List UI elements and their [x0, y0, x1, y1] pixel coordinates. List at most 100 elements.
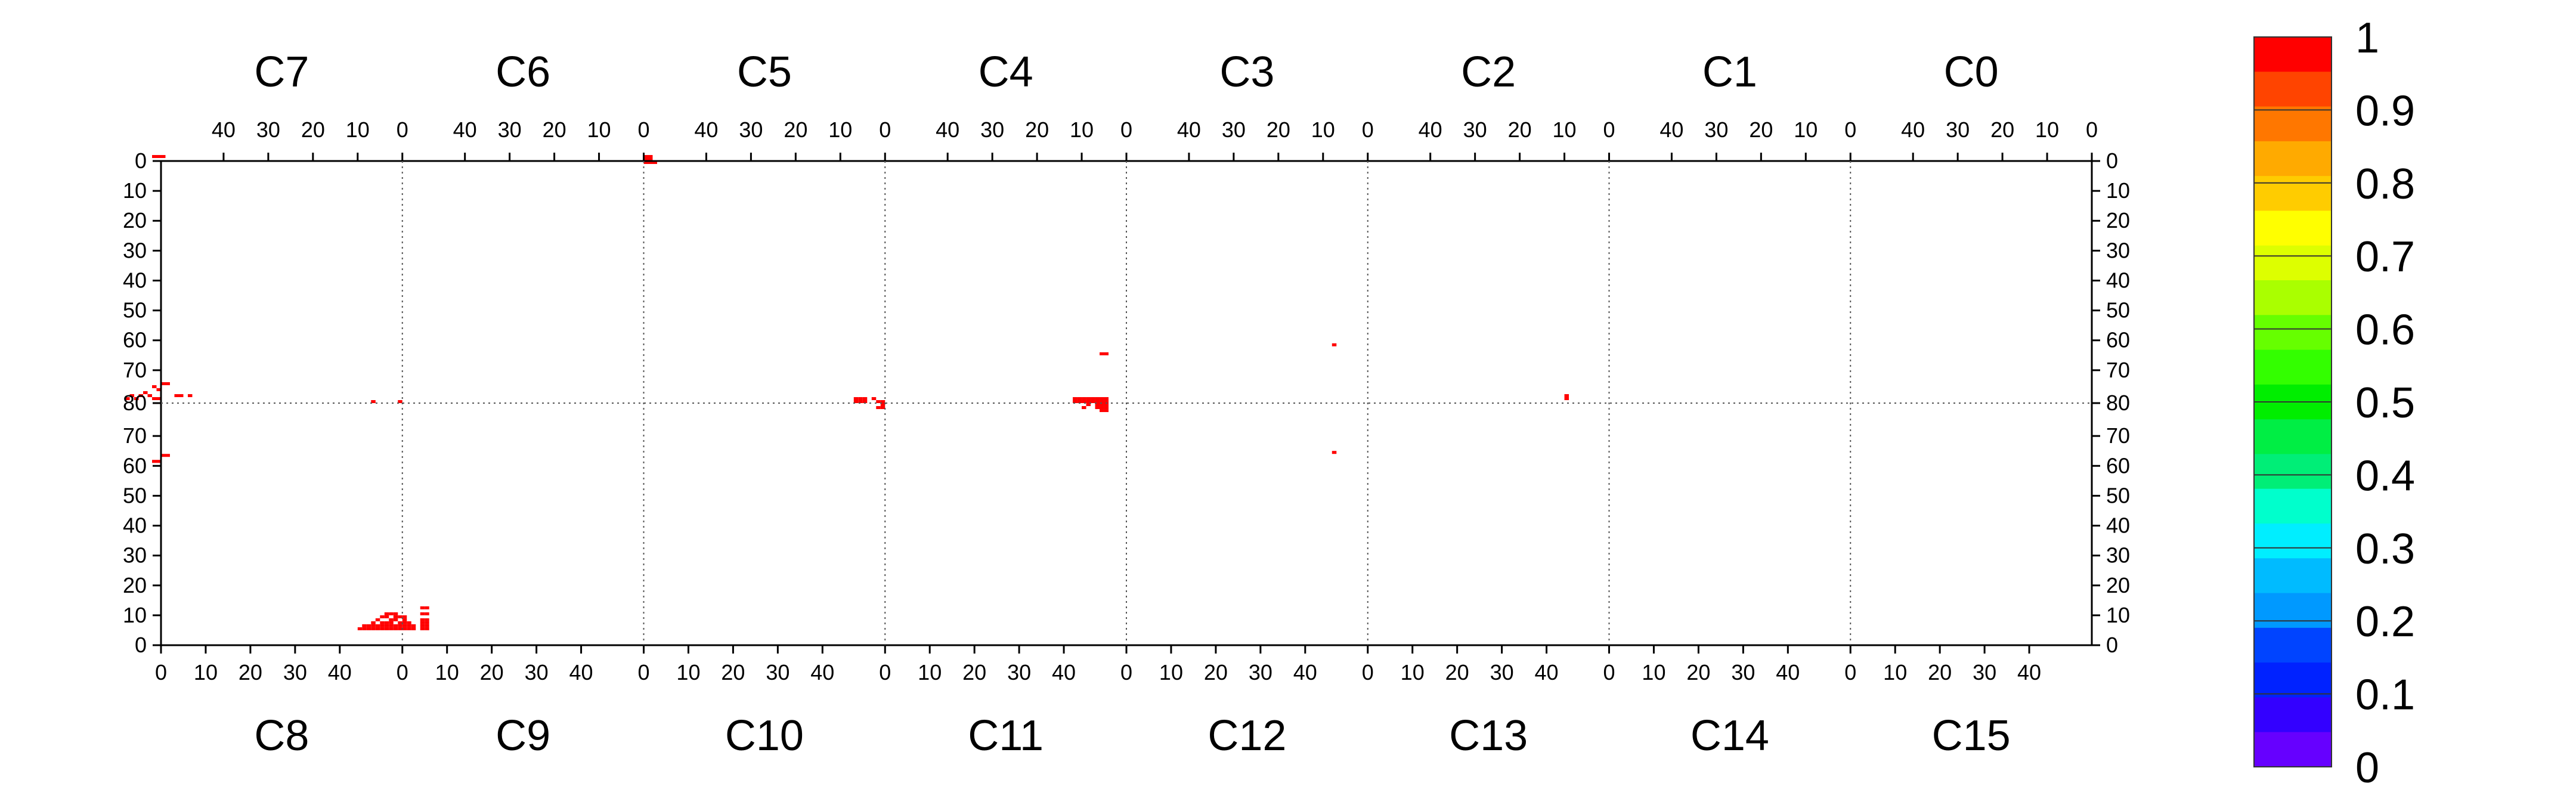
heat-cell — [156, 397, 161, 400]
y-tick-label-right: 10 — [2106, 603, 2130, 627]
heat-cell — [880, 403, 886, 407]
x-tick-label-bottom: 30 — [525, 660, 549, 685]
colorbar-swatch — [2254, 524, 2332, 559]
x-tick-label-top: 30 — [1222, 117, 1246, 142]
colorbar-tick-label: 0.7 — [2355, 233, 2415, 281]
x-tick-label-top: 30 — [1704, 117, 1728, 142]
x-tick-label-top: 40 — [1659, 117, 1683, 142]
x-tick-label-top: 20 — [1267, 117, 1290, 142]
x-tick-label-bottom: 20 — [480, 660, 504, 685]
x-tick-label-top: 0 — [637, 117, 649, 142]
y-tick-label-left: 10 — [123, 603, 147, 627]
heat-cell — [134, 397, 139, 400]
y-tick-label-right: 50 — [2106, 483, 2130, 507]
x-tick-label-top: 10 — [346, 117, 370, 142]
x-tick-label-top: 20 — [543, 117, 566, 142]
y-tick-label-right: 0 — [2106, 148, 2118, 173]
colorbar-swatch — [2254, 697, 2332, 733]
y-tick-label-right: 10 — [2106, 178, 2130, 203]
colorbar-tick-label: 0.2 — [2355, 598, 2415, 646]
heat-cell — [384, 612, 389, 615]
heat-cell — [152, 460, 157, 463]
y-tick-label-left: 70 — [123, 423, 147, 448]
heat-cell — [161, 454, 166, 457]
x-tick-label-top: 30 — [498, 117, 522, 142]
panel-label-bottom: C10 — [725, 712, 804, 760]
y-tick-label-left: 20 — [123, 573, 147, 597]
heat-cell — [876, 406, 881, 410]
heat-cell — [407, 621, 411, 624]
x-tick-label-top: 10 — [587, 117, 611, 142]
y-tick-label-left: 50 — [123, 483, 147, 507]
heat-cell — [643, 154, 648, 158]
panel-labels: C7 C6 C5 C4 C3 C2 C1 C0 C8 C9 C10 C11 C12 C13 C14 C15 — [254, 48, 2010, 760]
x-tick-label-bottom: 30 — [1731, 660, 1755, 685]
heat-cell — [384, 627, 389, 630]
heat-cell — [362, 627, 367, 630]
x-tick-label-bottom: 40 — [328, 660, 352, 685]
colorbar-swatch — [2254, 349, 2332, 385]
heat-cell — [1100, 403, 1104, 407]
heat-cell — [1104, 397, 1109, 400]
heat-cell — [648, 157, 653, 161]
x-tick-label-top: 30 — [980, 117, 1004, 142]
heat-cell — [862, 400, 868, 403]
x-tick-label-bottom: 10 — [1883, 660, 1907, 685]
heat-cell — [1082, 406, 1086, 410]
heat-cell — [165, 382, 170, 385]
colorbar-swatch — [2254, 627, 2332, 663]
x-tick-label-bottom: 20 — [962, 660, 986, 685]
y-tick-label-right: 50 — [2106, 298, 2130, 323]
heat-cell — [1104, 352, 1109, 355]
x-tick-label-bottom: 20 — [1686, 660, 1710, 685]
panel-label-top: C5 — [737, 48, 792, 96]
panel-label-bottom: C15 — [1932, 712, 2011, 760]
heat-cell — [1332, 451, 1337, 454]
x-tick-label-top: 30 — [1946, 117, 1970, 142]
heat-cell — [138, 394, 144, 397]
heat-cell — [389, 618, 394, 621]
x-tick-label-bottom: 10 — [676, 660, 700, 685]
heat-cell — [1086, 403, 1091, 407]
heat-cell — [366, 624, 371, 627]
y-tick-label-left: 20 — [123, 208, 147, 233]
heat-cell — [371, 400, 376, 403]
x-tick-label-top: 40 — [1901, 117, 1925, 142]
x-tick-label-top: 10 — [1311, 117, 1335, 142]
heat-cell — [398, 621, 402, 624]
heat-cell — [380, 624, 385, 627]
heat-cell — [375, 627, 380, 630]
heat-cell — [1073, 397, 1078, 400]
heat-cell — [1104, 406, 1109, 410]
heat-cell — [402, 621, 407, 624]
x-tick-label-top: 0 — [1603, 117, 1615, 142]
heat-cell — [384, 621, 389, 624]
heat-cell — [425, 606, 429, 609]
colorbar-tick-label: 0.9 — [2355, 87, 2415, 135]
heat-cell — [1104, 409, 1109, 413]
colorbar-swatch — [2254, 210, 2332, 246]
heat-cell — [402, 615, 407, 618]
heat-cell — [178, 394, 184, 397]
heat-cell — [1082, 397, 1086, 400]
heat-cell — [161, 382, 166, 385]
x-tick-label-bottom: 10 — [918, 660, 942, 685]
colorbar-swatch — [2254, 176, 2332, 211]
y-tick-label-left: 60 — [123, 328, 147, 352]
heat-cell — [880, 400, 886, 403]
heat-cell — [398, 400, 402, 403]
heat-cell — [1091, 400, 1095, 403]
colorbar-swatch — [2254, 593, 2332, 628]
heat-cell — [411, 627, 416, 630]
heat-cell — [389, 624, 394, 627]
x-tick-label-top: 0 — [1120, 117, 1132, 142]
x-tick-label-top: 30 — [1463, 117, 1487, 142]
x-tick-label-bottom: 0 — [637, 660, 649, 685]
x-tick-label-bottom: 10 — [1642, 660, 1665, 685]
colorbar-tick-label: 1 — [2355, 14, 2379, 62]
y-tick-label-right: 60 — [2106, 328, 2130, 352]
y-tick-label-left: 40 — [123, 513, 147, 538]
heat-cell — [375, 618, 380, 621]
x-tick-label-bottom: 0 — [397, 660, 408, 685]
